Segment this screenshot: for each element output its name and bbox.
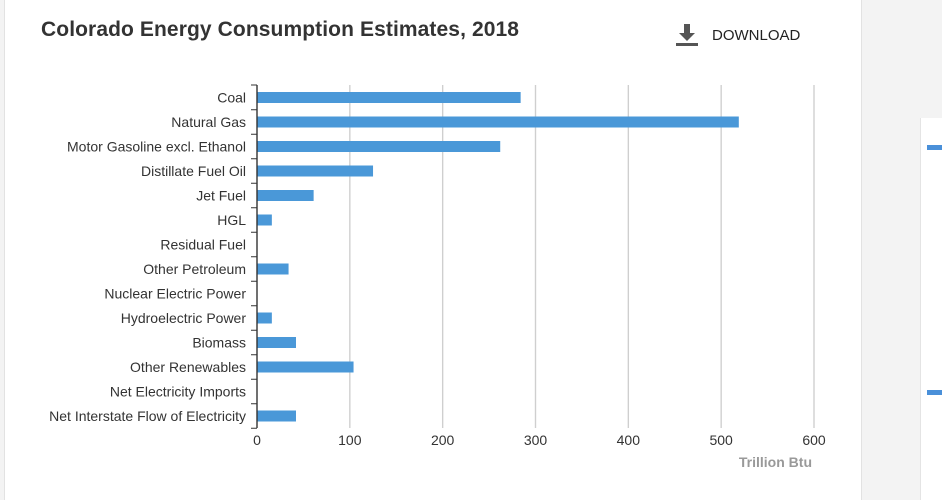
bar bbox=[257, 361, 354, 373]
bar bbox=[257, 92, 521, 103]
category-label: Nuclear Electric Power bbox=[104, 286, 246, 302]
category-label: Natural Gas bbox=[171, 114, 246, 130]
category-label: Jet Fuel bbox=[196, 188, 246, 204]
chart-title: Colorado Energy Consumption Estimates, 2… bbox=[41, 18, 520, 41]
side-accent-top bbox=[927, 145, 942, 150]
download-label: DOWNLOAD bbox=[712, 26, 801, 44]
download-icon bbox=[676, 24, 698, 46]
x-tick-label: 500 bbox=[709, 432, 733, 448]
bar bbox=[257, 410, 296, 422]
category-label: Other Renewables bbox=[130, 359, 246, 375]
x-axis-title: Trillion Btu bbox=[739, 454, 812, 470]
x-tick-label: 200 bbox=[431, 432, 455, 448]
x-tick-label: 300 bbox=[524, 432, 548, 448]
bar bbox=[257, 141, 501, 152]
bar bbox=[257, 165, 374, 177]
category-label: Coal bbox=[217, 90, 246, 106]
bar bbox=[257, 190, 314, 201]
category-label: Biomass bbox=[192, 335, 246, 351]
side-panel bbox=[920, 118, 942, 500]
bar bbox=[257, 214, 272, 226]
x-tick-label: 100 bbox=[338, 432, 362, 448]
category-label: Other Petroleum bbox=[143, 261, 246, 277]
bar bbox=[257, 312, 272, 324]
category-label: Net Electricity Imports bbox=[110, 384, 246, 400]
x-tick-label: 400 bbox=[617, 432, 641, 448]
bar bbox=[257, 337, 296, 348]
chart-card bbox=[4, 0, 862, 500]
category-label: Hydroelectric Power bbox=[121, 310, 247, 326]
x-tick-label: 0 bbox=[253, 432, 261, 448]
side-accent-bottom bbox=[927, 390, 942, 395]
download-button[interactable]: DOWNLOAD bbox=[676, 22, 800, 48]
category-label: HGL bbox=[217, 212, 246, 228]
bar bbox=[257, 263, 289, 275]
category-label: Net Interstate Flow of Electricity bbox=[49, 408, 246, 424]
bar bbox=[257, 116, 739, 128]
category-label: Motor Gasoline excl. Ethanol bbox=[67, 139, 246, 155]
category-label: Distillate Fuel Oil bbox=[141, 163, 246, 179]
category-label: Residual Fuel bbox=[160, 237, 246, 253]
x-tick-label: 600 bbox=[802, 432, 826, 448]
